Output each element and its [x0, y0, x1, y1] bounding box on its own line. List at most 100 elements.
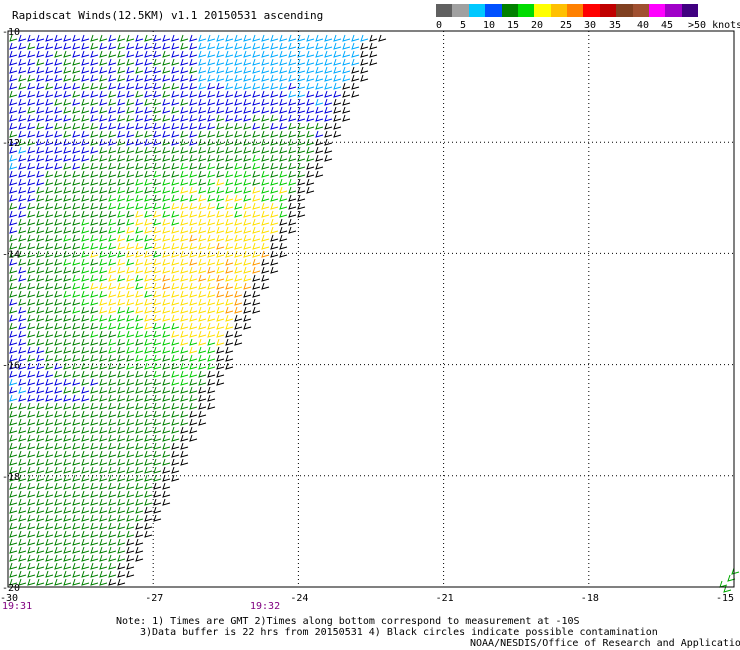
- wind-barb: [126, 458, 135, 466]
- wind-barb: [63, 234, 72, 242]
- wind-barb: [36, 170, 45, 178]
- wind-barb: [153, 314, 162, 322]
- wind-barb: [261, 98, 270, 106]
- wind-barb: [126, 122, 135, 130]
- wind-barb: [45, 514, 54, 522]
- wind-barb: [117, 82, 126, 90]
- wind-barb: [90, 514, 99, 522]
- wind-barb: [81, 58, 90, 66]
- wind-barb: [216, 66, 225, 74]
- wind-barb: [180, 218, 189, 226]
- wind-barb: [18, 274, 27, 282]
- wind-barb: [225, 106, 234, 114]
- wind-barb: [27, 290, 36, 298]
- wind-barb: [126, 354, 135, 362]
- wind-barb: [63, 146, 72, 154]
- wind-barb: [126, 242, 135, 250]
- wind-barb: [27, 394, 36, 402]
- wind-barb: [18, 514, 27, 522]
- wind-barb: [162, 250, 171, 258]
- wind-barb: [252, 218, 261, 226]
- longitude-label: -21: [436, 593, 454, 604]
- wind-barb: [207, 178, 216, 186]
- wind-barb: [351, 42, 360, 50]
- wind-barb: [261, 226, 270, 234]
- wind-barb: [90, 130, 99, 138]
- wind-barb: [54, 370, 63, 378]
- wind-barb: [108, 402, 117, 410]
- wind-barb: [135, 530, 144, 538]
- wind-barb: [207, 138, 216, 146]
- wind-barb: [9, 442, 18, 450]
- wind-barb: [243, 186, 252, 194]
- wind-barb: [189, 66, 198, 74]
- wind-barb: [153, 194, 162, 202]
- wind-barb: [288, 194, 297, 202]
- wind-barb: [45, 234, 54, 242]
- wind-barb: [243, 74, 252, 82]
- wind-barb: [198, 82, 207, 90]
- wind-barb: [126, 474, 135, 482]
- wind-barb: [243, 82, 252, 90]
- wind-barb: [72, 434, 81, 442]
- wind-barb: [171, 346, 180, 354]
- wind-barb: [36, 570, 45, 578]
- wind-barb: [171, 330, 180, 338]
- wind-barb: [9, 34, 18, 42]
- wind-barb: [270, 146, 279, 154]
- wind-barb: [180, 354, 189, 362]
- wind-barb: [72, 146, 81, 154]
- wind-barb: [63, 138, 72, 146]
- wind-barb: [153, 298, 162, 306]
- wind-barb: [18, 122, 27, 130]
- wind-barb: [216, 58, 225, 66]
- wind-barb: [243, 146, 252, 154]
- wind-barb: [234, 282, 243, 290]
- wind-barb: [180, 322, 189, 330]
- wind-barb: [81, 546, 90, 554]
- wind-barb: [45, 170, 54, 178]
- wind-barb: [9, 162, 18, 170]
- wind-barb: [54, 210, 63, 218]
- wind-barb: [108, 578, 117, 586]
- wind-barb: [54, 42, 63, 50]
- wind-barb: [81, 466, 90, 474]
- wind-barb: [324, 82, 333, 90]
- wind-barb: [162, 234, 171, 242]
- wind-barb: [189, 74, 198, 82]
- wind-barb: [306, 170, 315, 178]
- wind-barb: [189, 426, 198, 434]
- wind-barb: [171, 426, 180, 434]
- wind-barb: [9, 466, 18, 474]
- wind-barb: [189, 234, 198, 242]
- wind-barb: [27, 138, 36, 146]
- wind-barb: [216, 194, 225, 202]
- wind-barb: [342, 50, 351, 58]
- wind-barb: [153, 122, 162, 130]
- wind-barb: [270, 106, 279, 114]
- wind-barb: [180, 434, 189, 442]
- wind-barb: [162, 402, 171, 410]
- wind-barb: [18, 226, 27, 234]
- wind-barb: [63, 114, 72, 122]
- wind-barb: [18, 346, 27, 354]
- wind-barb: [36, 130, 45, 138]
- legend-label: 45: [661, 20, 674, 31]
- wind-barb: [54, 66, 63, 74]
- legend-swatch: [517, 4, 535, 17]
- wind-barb: [18, 138, 27, 146]
- wind-barb: [270, 122, 279, 130]
- wind-barb: [288, 186, 297, 194]
- wind-barb: [279, 226, 288, 234]
- wind-barb: [18, 538, 27, 546]
- wind-barb: [117, 498, 126, 506]
- wind-barb: [54, 386, 63, 394]
- wind-barb: [126, 34, 135, 42]
- wind-barb: [9, 330, 18, 338]
- wind-barb: [90, 282, 99, 290]
- wind-barb: [99, 90, 108, 98]
- wind-barb: [297, 90, 306, 98]
- wind-barb: [72, 458, 81, 466]
- wind-barb: [324, 146, 333, 154]
- wind-barb: [9, 226, 18, 234]
